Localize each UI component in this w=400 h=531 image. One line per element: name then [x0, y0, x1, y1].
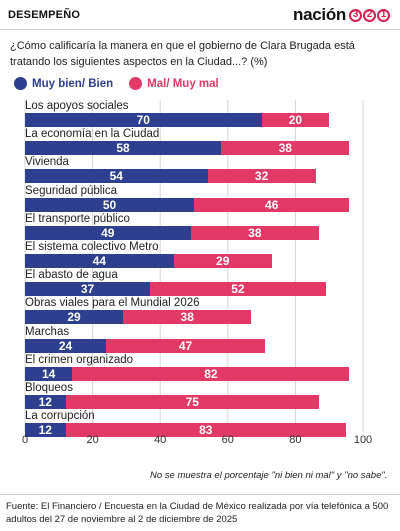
- bottom-divider: [0, 494, 400, 495]
- x-tick-label: 80: [289, 434, 302, 446]
- chart-row: Los apoyos sociales 70 20: [0, 100, 400, 129]
- source-note: Fuente: El Financiero / Encuesta en la C…: [6, 501, 389, 525]
- bar-negative: 29: [173, 254, 272, 268]
- x-tick-label: 100: [353, 434, 373, 446]
- top-divider: [0, 29, 400, 30]
- bar-negative: 38: [190, 225, 320, 240]
- legend-item-negative: Mal/ Muy mal: [129, 77, 219, 90]
- bar-negative: 38: [221, 141, 350, 156]
- chart-row: La corrupción 12 83: [0, 410, 400, 439]
- x-tick-label: 0: [21, 434, 29, 446]
- chart-row: Obras viales para el Mundial 2026 29 38: [0, 297, 400, 326]
- legend-swatch-negative: [129, 77, 143, 90]
- chart-row: El transporte público 49 38: [0, 213, 400, 242]
- category-label: Los apoyos sociales: [25, 100, 129, 112]
- x-tick-label: 40: [154, 434, 167, 446]
- bar-negative: 47: [106, 338, 265, 353]
- stacked-bar-chart: Los apoyos sociales 70 20 La economía en la…: [0, 100, 400, 460]
- x-tick-label: 20: [86, 434, 99, 446]
- bar-positive: 50: [25, 197, 194, 212]
- x-tick-label: 60: [221, 434, 234, 446]
- bar-negative: 38: [123, 310, 252, 325]
- bar-positive: 14: [25, 366, 73, 381]
- bar-positive: 58: [25, 141, 222, 156]
- category-label: El crimen organizado: [25, 353, 134, 366]
- section-tag: DESEMPEÑO: [8, 9, 81, 21]
- category-label: Vivienda: [25, 156, 69, 169]
- category-label: La corrupción: [25, 410, 95, 423]
- bar-positive: 70: [25, 113, 262, 127]
- bar-positive: 44: [25, 254, 174, 268]
- category-label: El sistema colectivo Metro: [25, 241, 159, 253]
- bar-positive: 29: [25, 310, 124, 325]
- brand-logo: nación 3 2 1: [293, 5, 390, 25]
- bar-positive: 12: [25, 395, 66, 409]
- legend-label-negative: Mal/ Muy mal: [147, 77, 219, 90]
- chart-row: El abasto de agua 37 52: [0, 269, 400, 298]
- bar-negative: 82: [72, 366, 350, 381]
- chart-row: El crimen organizado 14 82: [0, 354, 400, 383]
- bar-negative: 83: [65, 423, 347, 438]
- chart-row: La economía en la Ciudad 58 38: [0, 128, 400, 157]
- chart-legend: Muy bien/ Bien Mal/ Muy mal: [14, 77, 235, 90]
- bar-positive: 54: [25, 169, 208, 184]
- category-label: Obras viales para el Mundial 2026: [25, 297, 200, 310]
- bar-negative: 75: [65, 395, 320, 409]
- bar-negative: 32: [207, 169, 316, 184]
- chart-row: Bloqueos 12 75: [0, 382, 400, 411]
- category-label: Marchas: [25, 325, 70, 338]
- bar-positive: 49: [25, 225, 191, 240]
- logo-digit-2: 2: [363, 8, 376, 22]
- category-label: Bloqueos: [25, 382, 73, 394]
- legend-label-positive: Muy bien/ Bien: [32, 77, 114, 90]
- category-label: El abasto de agua: [25, 269, 118, 282]
- bar-positive: 24: [25, 338, 107, 353]
- legend-item-positive: Muy bien/ Bien: [14, 77, 113, 90]
- chart-row: Seguridad pública 50 46: [0, 185, 400, 214]
- footnote: No se muestra el porcentaje "ni bien ni …: [150, 470, 388, 481]
- bar-negative: 52: [150, 282, 326, 297]
- logo-digit-3: 1: [377, 8, 390, 22]
- bar-negative: 46: [194, 197, 350, 212]
- legend-swatch-positive: [14, 77, 27, 90]
- chart-row: Marchas 24 47: [0, 326, 400, 355]
- bar-positive: 12: [25, 423, 66, 438]
- logo-digit-1: 3: [349, 8, 362, 22]
- logo-word: nación: [293, 5, 346, 24]
- category-label: La economía en la Ciudad: [25, 128, 160, 141]
- bar-positive: 37: [25, 282, 151, 297]
- chart-row: El sistema colectivo Metro 44 29: [0, 241, 400, 270]
- header: DESEMPEÑO nación 3 2 1: [0, 0, 400, 30]
- bar-negative: 20: [261, 113, 330, 127]
- category-label: Seguridad pública: [25, 184, 118, 197]
- survey-question: ¿Cómo calificaría la manera en que el go…: [10, 40, 355, 68]
- category-label: El transporte público: [25, 212, 130, 225]
- chart-row: Vivienda 54 32: [0, 156, 400, 185]
